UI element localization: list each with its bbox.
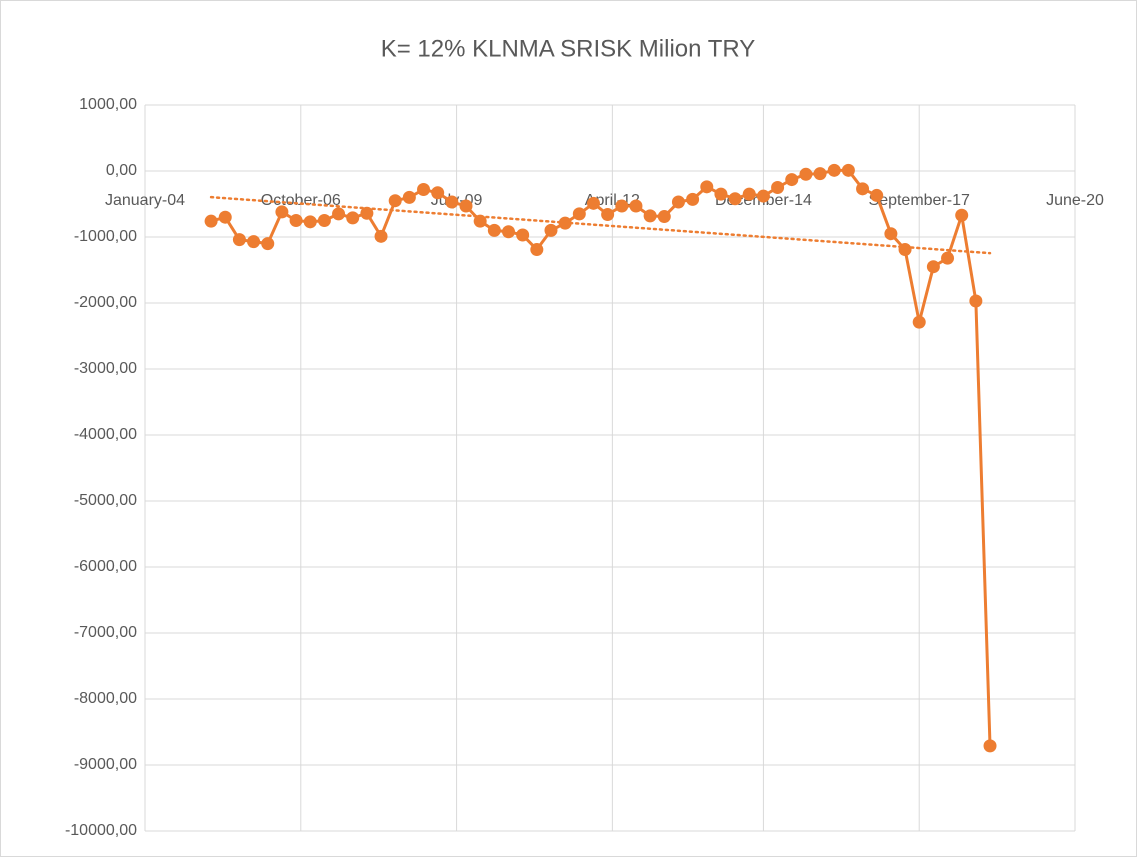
marker [714,187,728,201]
marker [487,223,501,237]
marker [686,192,700,206]
marker [629,199,643,213]
marker [742,187,756,201]
y-tick-label: 1000,00 [79,96,137,113]
marker [473,214,487,228]
marker [572,207,586,221]
marker [586,196,600,210]
y-tick-label: -5000,00 [74,492,137,509]
marker [247,235,261,249]
marker [303,215,317,229]
marker [502,225,516,239]
marker [941,251,955,265]
marker [402,190,416,204]
marker [289,214,303,227]
marker [728,192,742,206]
marker [671,195,685,209]
marker [261,237,275,251]
marker [615,199,629,213]
marker [360,206,374,220]
marker [799,167,813,181]
x-tick-label: January-04 [105,192,185,209]
marker [445,195,459,209]
marker [841,163,855,177]
y-tick-label: -7000,00 [74,624,137,641]
y-tick-label: -10000,00 [65,822,137,839]
marker [657,210,671,224]
marker [417,182,431,196]
marker [275,205,289,219]
marker [388,194,402,208]
y-tick-label: -2000,00 [74,294,137,311]
y-tick-label: -9000,00 [74,756,137,773]
marker [317,214,331,227]
y-tick-label: 0,00 [106,162,137,179]
marker [232,233,246,247]
x-tick-label: June-20 [1046,192,1104,209]
marker [870,188,884,202]
marker [785,173,799,187]
marker [912,315,926,329]
marker [374,229,388,243]
marker [756,189,770,203]
y-tick-label: -4000,00 [74,426,137,443]
marker [218,210,232,224]
marker [204,214,218,228]
marker [969,294,983,308]
marker [955,208,969,222]
marker [431,186,445,200]
trendline [209,195,992,255]
y-tick-label: -1000,00 [74,228,137,245]
marker [926,260,940,274]
marker [530,243,544,257]
marker [346,211,360,225]
marker [827,163,841,177]
marker [558,216,572,230]
marker [516,228,530,242]
marker [771,181,785,194]
marker [700,180,714,194]
marker [856,182,870,196]
marker [643,209,657,223]
marker [813,167,827,181]
chart-title: K= 12% KLNMA SRISK Milion TRY [381,35,756,62]
marker [601,208,615,222]
x-tick-label: September-17 [869,192,970,209]
marker [459,199,473,213]
marker [544,223,558,237]
marker [884,227,898,241]
marker [332,207,346,221]
marker [983,739,997,753]
y-tick-label: -8000,00 [74,690,137,707]
marker [898,243,912,257]
y-tick-label: -3000,00 [74,360,137,377]
y-tick-label: -6000,00 [74,558,137,575]
